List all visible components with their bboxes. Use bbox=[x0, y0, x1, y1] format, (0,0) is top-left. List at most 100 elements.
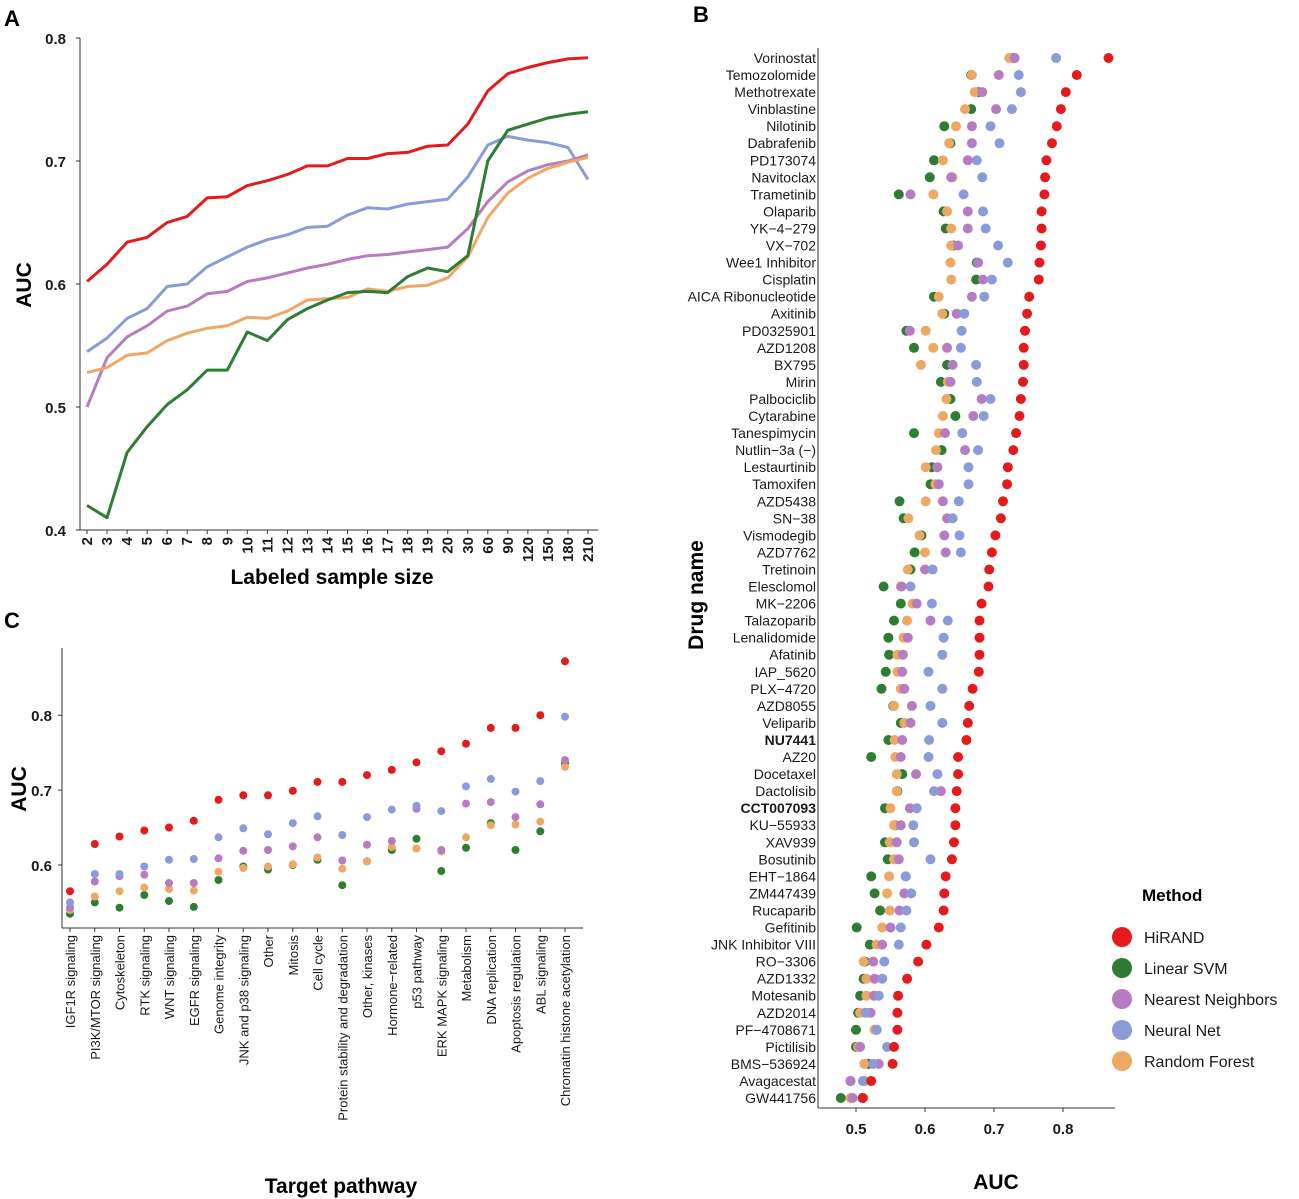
panel-c-x-title: Target pathway bbox=[265, 1175, 418, 1198]
panel-b-point-neural-net bbox=[873, 990, 884, 1001]
panel-b-point-hirand bbox=[951, 786, 962, 797]
panel-a-y-tick: 0.4 bbox=[45, 523, 67, 540]
panel-c-point-neural-net bbox=[189, 855, 198, 863]
panel-c-point-linear-svm bbox=[412, 834, 421, 843]
panel-b-point-random-forest bbox=[942, 206, 953, 217]
panel-b-point-nearest-neighbors bbox=[891, 837, 902, 848]
drug-label: Lenalidomide bbox=[733, 630, 816, 646]
panel-b-x-title: AUC bbox=[973, 1171, 1019, 1194]
panel-b-point-linear-svm bbox=[893, 189, 904, 200]
panel-b-point-neural-net bbox=[986, 274, 997, 285]
drug-label: ZM447439 bbox=[749, 885, 816, 901]
panel-a-x-tick: 16 bbox=[360, 537, 377, 554]
panel-b-point-hirand bbox=[1002, 479, 1013, 490]
panel-b-x-tick: 0.7 bbox=[984, 1121, 1005, 1138]
panel-b-point-linear-svm bbox=[895, 598, 906, 609]
panel-a-y-tick: 0.6 bbox=[45, 277, 66, 294]
panel-b-point-nearest-neighbors bbox=[937, 496, 948, 507]
panel-c-point-nearest-neighbors bbox=[189, 879, 198, 887]
panel-b-point-neural-net bbox=[985, 121, 996, 132]
panel-b-point-hirand bbox=[892, 1007, 903, 1018]
panel-c-point-neural-net bbox=[264, 830, 272, 839]
panel-b-point-nearest-neighbors bbox=[977, 87, 988, 98]
panel-a-x-tick: 10 bbox=[239, 537, 256, 554]
panel-a-y-tick: 0.5 bbox=[45, 400, 66, 417]
panel-b-point-neural-net bbox=[985, 394, 996, 404]
drug-label: AZD1332 bbox=[757, 971, 816, 987]
pathway-label: EGFR signaling bbox=[187, 935, 202, 1026]
pathway-label: ABL signaling bbox=[533, 935, 548, 1014]
panel-a-x-tick: 180 bbox=[560, 537, 577, 562]
panel-b-point-neural-net bbox=[973, 445, 984, 456]
panel-c-point-linear-svm bbox=[437, 867, 446, 875]
panel-c-point-nearest-neighbors bbox=[387, 837, 396, 845]
legend-label-linear-svm: Linear SVM bbox=[1144, 961, 1228, 978]
panel-b-point-linear-svm bbox=[876, 683, 887, 694]
panel-b-point-random-forest bbox=[960, 104, 970, 115]
panel-b-point-nearest-neighbors bbox=[894, 905, 905, 916]
panel-a-x-tick: 11 bbox=[259, 537, 276, 553]
panel-b-point-neural-net bbox=[955, 547, 966, 558]
drug-label: Tanespimycin bbox=[731, 425, 816, 441]
panel-c-point-hirand bbox=[115, 832, 124, 841]
panel-b-point-nearest-neighbors bbox=[966, 121, 977, 132]
pathway-label: ERK MAPK signaling bbox=[434, 935, 449, 1057]
panel-c-point-hirand bbox=[486, 723, 495, 732]
panel-b-point-nearest-neighbors bbox=[893, 854, 904, 865]
panel-b-point-hirand bbox=[1060, 87, 1071, 98]
panel-b-point-nearest-neighbors bbox=[940, 428, 950, 439]
panel-c-point-neural-net bbox=[462, 782, 470, 791]
panel-b-point-nearest-neighbors bbox=[896, 581, 907, 592]
panel-b-point-neural-net bbox=[924, 735, 935, 745]
panel-b-point-neural-net bbox=[977, 172, 988, 183]
panel-b-point-hirand bbox=[938, 905, 949, 916]
drug-label: AZ20 bbox=[783, 749, 817, 765]
panel-c-point-neural-net bbox=[536, 777, 545, 786]
panel-b-point-neural-net bbox=[860, 1007, 871, 1018]
drug-label: AZD5438 bbox=[757, 493, 816, 509]
panel-b-point-hirand bbox=[998, 496, 1008, 507]
panel-b-point-random-forest bbox=[858, 956, 869, 967]
panel-c-point-random-forest bbox=[214, 867, 223, 876]
panel-b-point-neural-net bbox=[877, 973, 888, 984]
panel-c-point-nearest-neighbors bbox=[536, 800, 545, 809]
panel-b-point-hirand bbox=[1024, 291, 1035, 302]
panel-b-point-hirand bbox=[974, 615, 985, 626]
panel-c-point-nearest-neighbors bbox=[511, 813, 520, 822]
panel-b-point-nearest-neighbors bbox=[911, 769, 921, 780]
pathway-label: DNA replication bbox=[484, 935, 499, 1025]
panel-b-point-neural-net bbox=[957, 428, 968, 439]
panel-b-point-random-forest bbox=[928, 189, 939, 200]
panel-c-point-hirand bbox=[140, 826, 149, 835]
panel-b-point-random-forest bbox=[889, 735, 900, 745]
panel-b-point-hirand bbox=[1034, 257, 1045, 268]
panel-c-point-neural-net bbox=[338, 831, 347, 839]
panel-c: C 0.6 0.7 0.8 IGF1R signaling PI3K/MTOR sign… bbox=[4, 608, 583, 1198]
panel-b-point-nearest-neighbors bbox=[911, 598, 922, 609]
panel-b-point-random-forest bbox=[920, 325, 931, 336]
panel-a-line-linear-svm bbox=[86, 110, 589, 520]
panel-a-x-tick: 4 bbox=[119, 536, 136, 545]
panel-b-point-neural-net bbox=[959, 308, 970, 319]
panel-b-point-nearest-neighbors bbox=[932, 462, 943, 473]
panel-b-point-neural-net bbox=[882, 1041, 893, 1052]
panel-b-point-neural-net bbox=[868, 1058, 879, 1069]
panel-b-point-neural-net bbox=[927, 564, 938, 575]
panel-c-point-neural-net bbox=[486, 774, 495, 783]
panel-b-point-linear-svm bbox=[880, 666, 891, 677]
drug-label: BMS−536924 bbox=[731, 1056, 816, 1072]
panel-c-point-random-forest bbox=[239, 864, 248, 872]
panel-b-point-hirand bbox=[949, 837, 959, 848]
panel-c-point-random-forest bbox=[288, 860, 297, 869]
panel-b-point-linear-svm bbox=[851, 1024, 861, 1035]
drug-label: Elesclomol bbox=[748, 579, 816, 595]
panel-b-point-random-forest bbox=[884, 837, 895, 848]
panel-b-point-hirand bbox=[953, 769, 964, 780]
panel-a-x-tick: 9 bbox=[219, 537, 236, 545]
panel-b-point-hirand bbox=[1022, 308, 1033, 319]
panel-b-point-random-forest bbox=[951, 121, 961, 132]
panel-a-x-tick: 17 bbox=[380, 537, 397, 554]
panel-c-point-nearest-neighbors bbox=[486, 798, 495, 807]
panel-a-x-tick: 120 bbox=[520, 537, 537, 562]
panel-b-point-hirand bbox=[974, 649, 985, 660]
